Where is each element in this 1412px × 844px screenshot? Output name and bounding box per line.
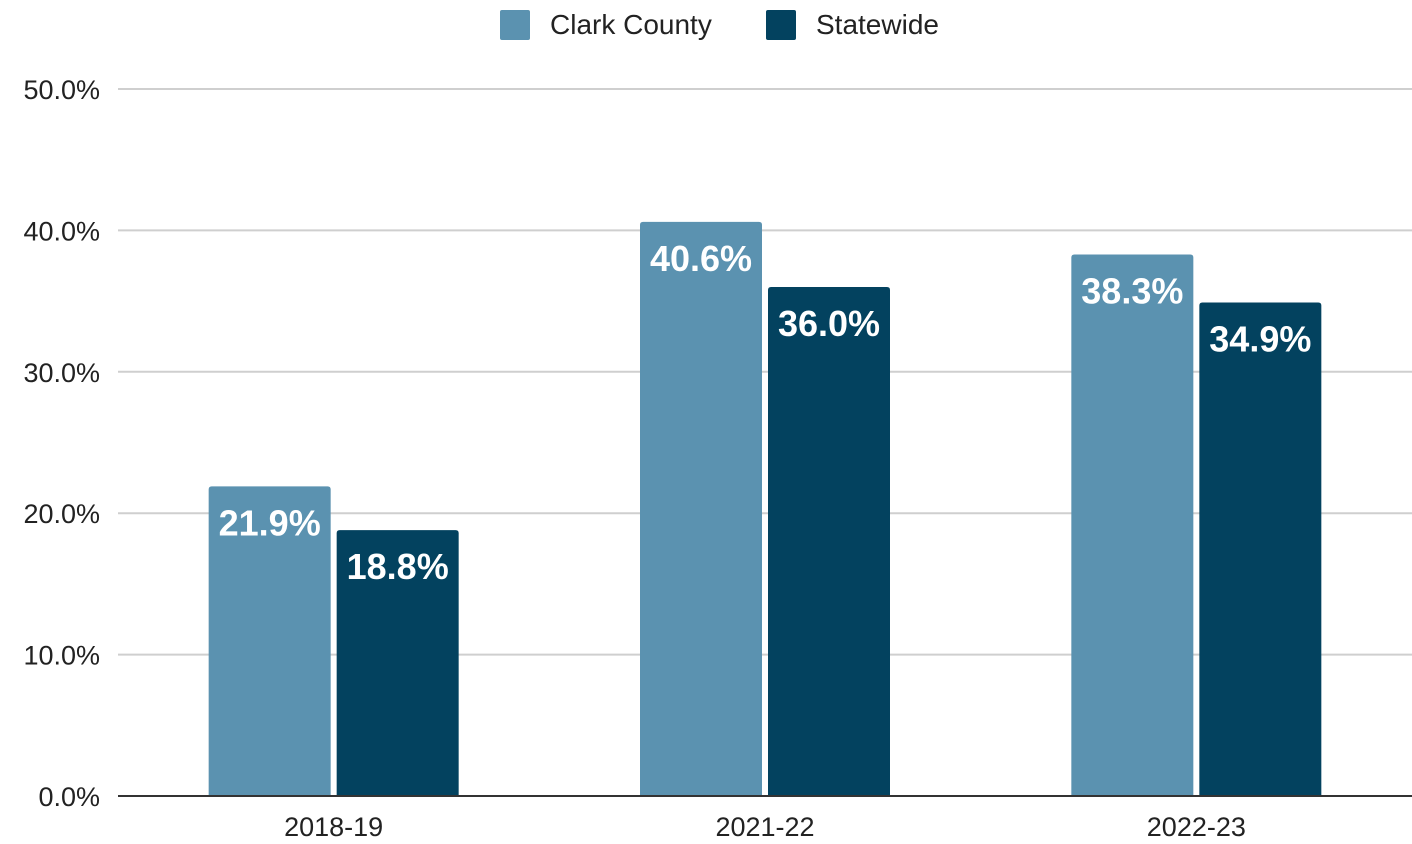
bar-clark-county-2018-19 [208,486,331,796]
legend: Clark County Statewide [500,9,939,40]
bar-statewide-2021-22 [768,286,890,796]
bar-statewide-2018-19 [336,530,459,796]
data-label: 38.3% [1081,270,1183,311]
data-label: 34.9% [1209,319,1311,360]
y-tick-label: 0.0% [38,782,100,812]
x-tick-label: 2022-23 [1147,812,1246,842]
bar-clark-county-2022-23 [1071,254,1194,797]
legend-label: Clark County [550,9,712,40]
data-label: 40.6% [650,238,752,279]
y-axis-tick-labels: 0.0% 10.0% 20.0% 30.0% 40.0% 50.0% [23,75,100,812]
y-tick-label: 30.0% [23,358,100,388]
legend-swatch [766,10,796,40]
y-tick-label: 10.0% [23,641,100,671]
data-label: 18.8% [347,546,449,587]
x-axis-tick-labels: 2018-19 2021-22 2022-23 [284,812,1246,842]
y-tick-label: 20.0% [23,499,100,529]
legend-swatch [500,10,530,40]
data-labels: 21.9% 18.8% 40.6% 36.0% 38.3% 34.9% [219,238,1312,587]
data-label: 21.9% [219,502,321,543]
bars [208,221,1322,797]
x-tick-label: 2018-19 [284,812,383,842]
bar-statewide-2022-23 [1199,302,1322,796]
y-tick-label: 50.0% [23,75,100,105]
data-label: 36.0% [778,303,880,344]
x-tick-label: 2021-22 [715,812,814,842]
gridlines [118,88,1412,656]
legend-label: Statewide [816,9,939,40]
bar-clark-county-2021-22 [640,221,762,796]
y-tick-label: 40.0% [23,216,100,246]
